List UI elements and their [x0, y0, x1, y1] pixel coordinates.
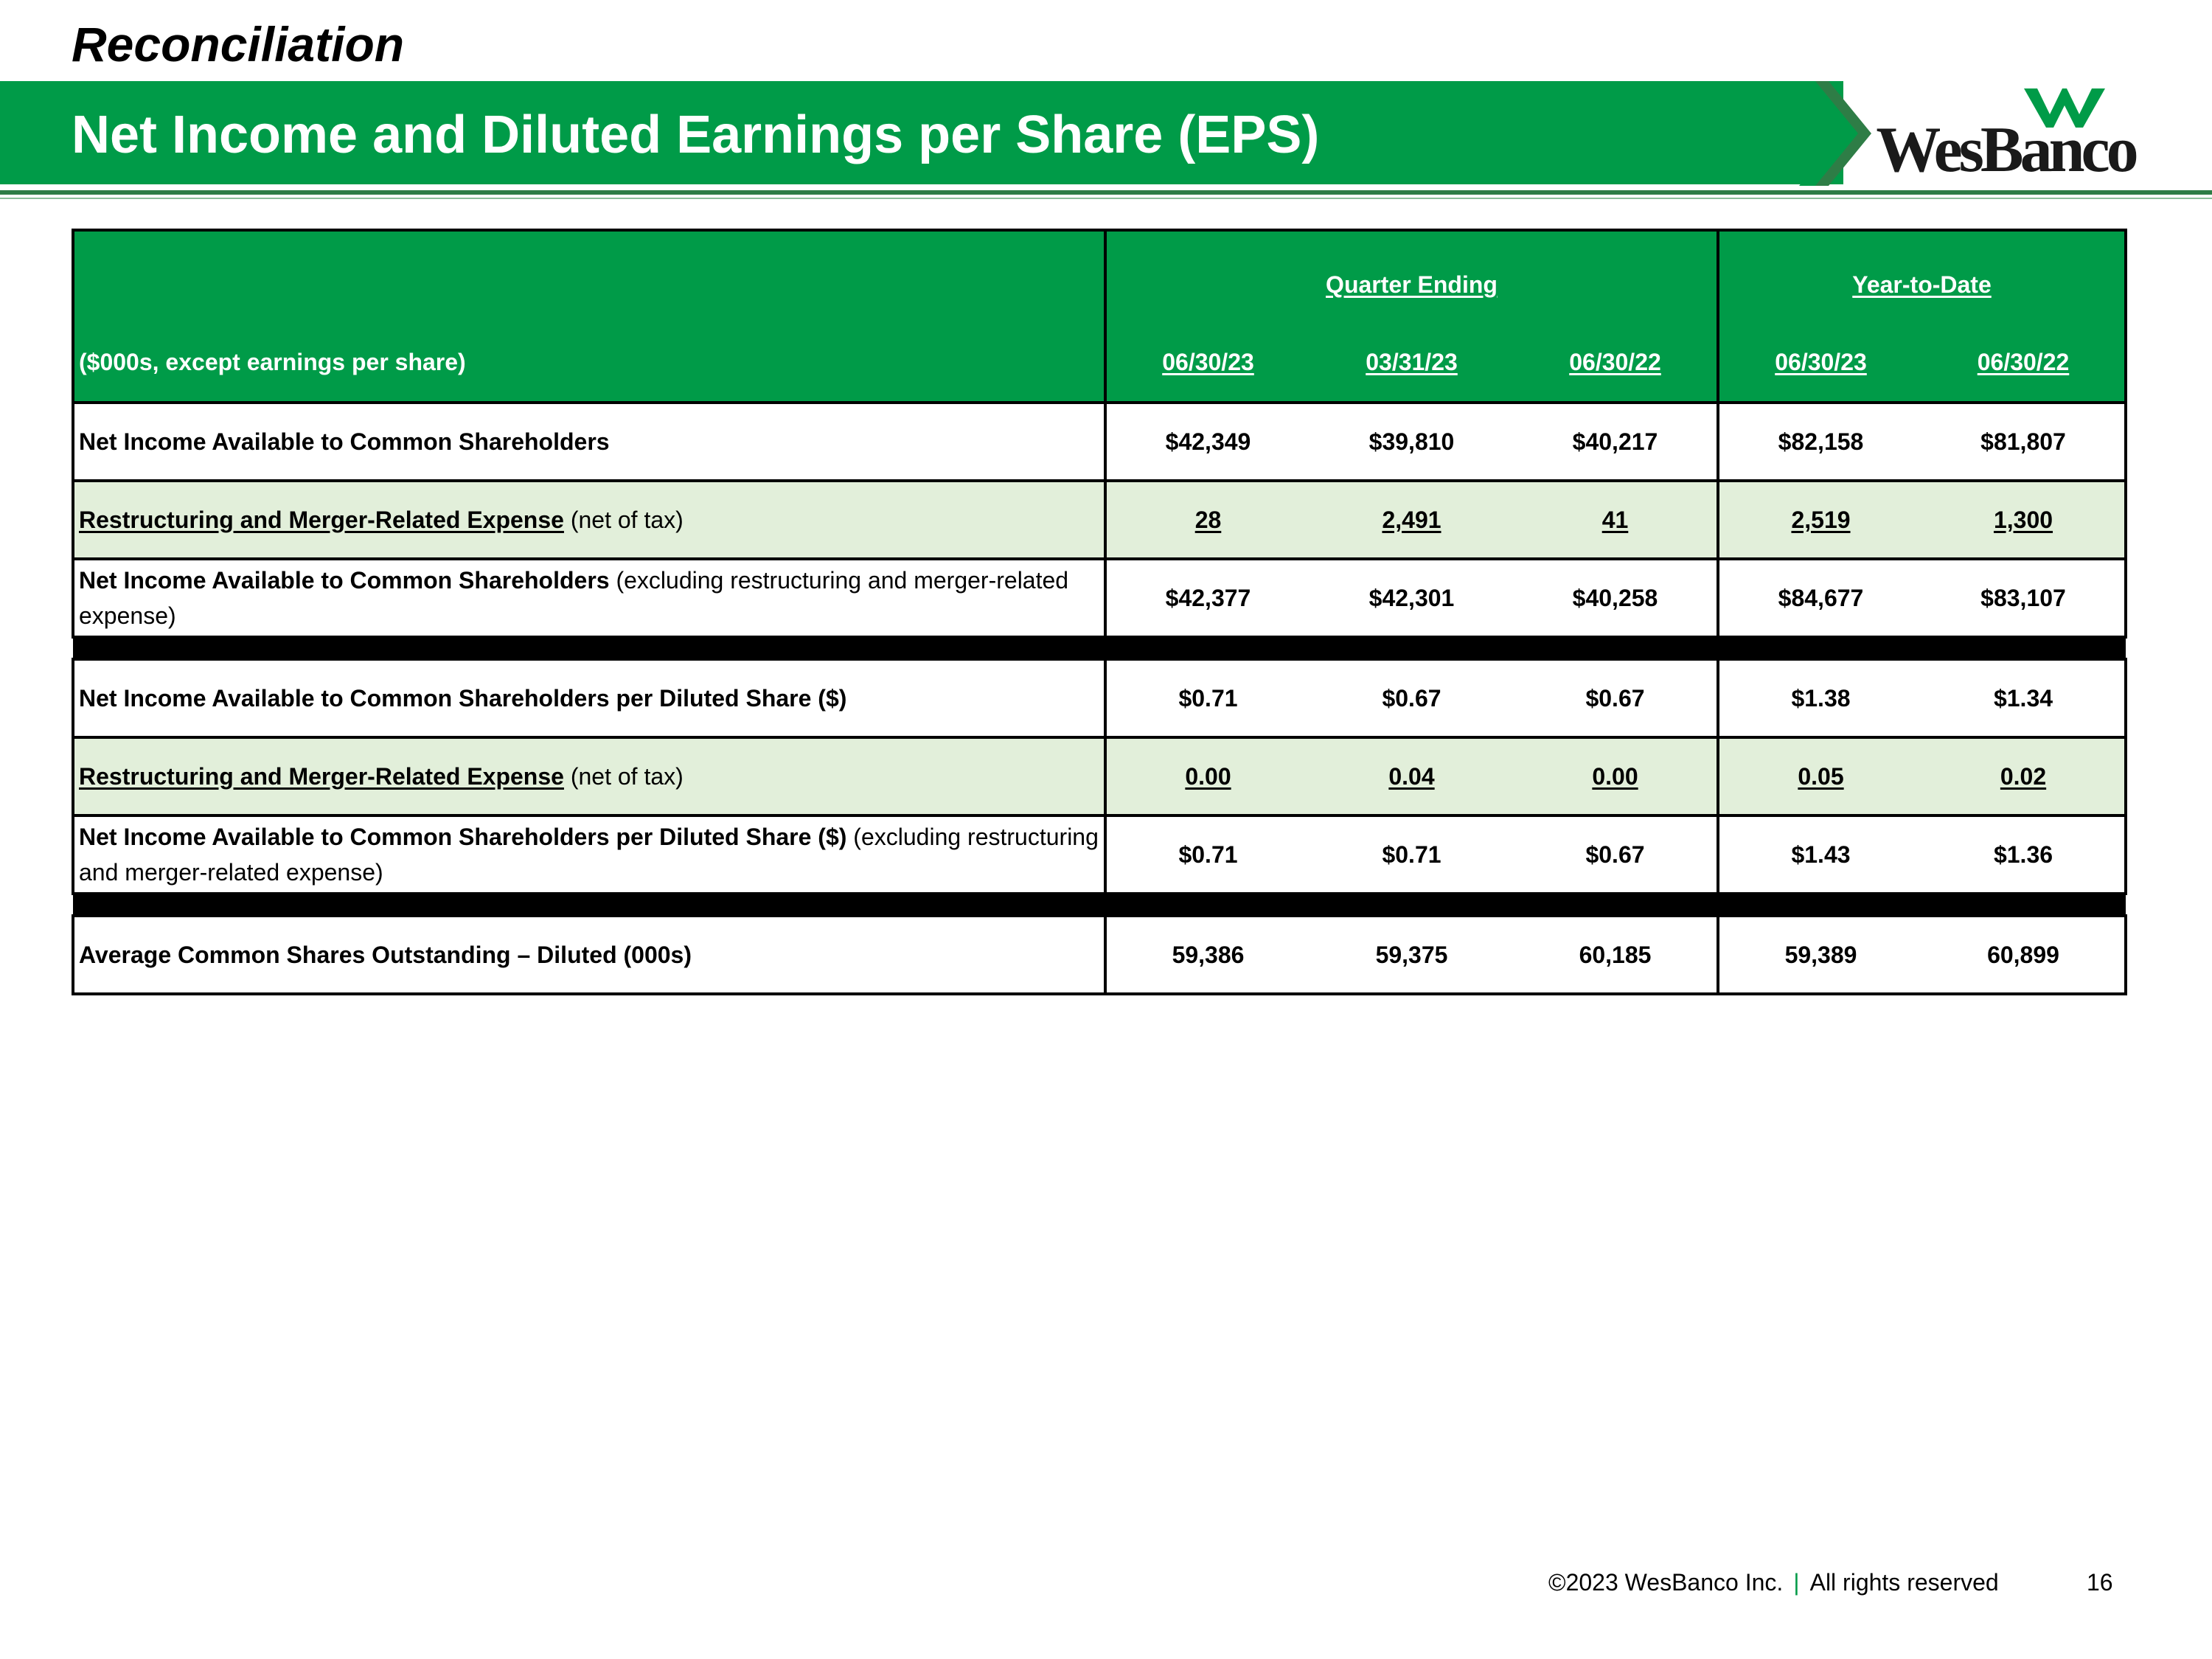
footer-separator: | — [1793, 1569, 1800, 1596]
table-cell: $0.67 — [1514, 658, 1718, 739]
table-cell: $81,807 — [1922, 401, 2127, 482]
banner-chevron-icon — [1799, 81, 1871, 186]
table-cell: $1.38 — [1717, 658, 1922, 739]
section-label: Reconciliation — [72, 17, 405, 72]
section-separator — [73, 894, 2126, 916]
table-cell: $0.67 — [1514, 814, 1718, 895]
table-cell: $0.71 — [1310, 814, 1514, 895]
table-cell: $0.67 — [1310, 658, 1514, 739]
section-separator — [73, 637, 2126, 659]
table-cell: $1.43 — [1717, 814, 1922, 895]
table-header-date-row: ($000s, except earnings per share) 06/30… — [72, 324, 2127, 403]
table-cell: $1.34 — [1922, 658, 2127, 739]
table-cell: 60,899 — [1922, 914, 2127, 995]
footer-rights: All rights reserved — [1809, 1569, 1999, 1596]
table-cell: $84,677 — [1717, 557, 1922, 639]
row-label: Restructuring and Merger-Related Expense… — [72, 479, 1105, 560]
title-banner: Net Income and Diluted Earnings per Shar… — [0, 81, 1843, 184]
table-cell: $40,258 — [1514, 557, 1718, 639]
divider-rule — [0, 190, 2212, 195]
table-cell: 0.00 — [1104, 736, 1310, 817]
table-row: Net Income Available to Common Sharehold… — [72, 401, 2127, 482]
column-header: 06/30/22 — [1922, 324, 2127, 403]
table-row: Net Income Available to Common Sharehold… — [72, 557, 2127, 639]
table-cell: $39,810 — [1310, 401, 1514, 482]
row-label: Average Common Shares Outstanding – Dilu… — [72, 914, 1105, 995]
column-header: 06/30/23 — [1104, 324, 1310, 403]
footer: ©2023 WesBanco Inc. | All rights reserved — [1548, 1569, 1999, 1596]
units-label: ($000s, except earnings per share) — [72, 324, 1105, 403]
table-row: Average Common Shares Outstanding – Dilu… — [72, 914, 2127, 995]
logo-wordmark: WesBanco — [1876, 114, 2138, 186]
table-cell: 0.05 — [1717, 736, 1922, 817]
row-label: Net Income Available to Common Sharehold… — [72, 557, 1105, 639]
table-row: Restructuring and Merger-Related Expense… — [72, 736, 2127, 817]
wesbanco-logo: WesBanco — [1873, 85, 2139, 186]
table-cell: $82,158 — [1717, 401, 1922, 482]
column-header: 06/30/22 — [1514, 324, 1718, 403]
row-label: Net Income Available to Common Sharehold… — [72, 658, 1105, 739]
table-cell: 1,300 — [1922, 479, 2127, 560]
row-label: Net Income Available to Common Sharehold… — [72, 401, 1105, 482]
slide-title: Net Income and Diluted Earnings per Shar… — [72, 105, 1320, 164]
divider-rule-thin — [0, 198, 2212, 199]
table-row: Net Income Available to Common Sharehold… — [72, 814, 2127, 895]
logo-mark-icon — [2024, 88, 2105, 128]
table-cell: $0.71 — [1104, 658, 1310, 739]
reconciliation-table: Quarter Ending Year-to-Date ($000s, exce… — [72, 229, 2127, 995]
table-cell: 59,386 — [1104, 914, 1310, 995]
page-number: 16 — [2087, 1569, 2113, 1596]
column-header: 06/30/23 — [1717, 324, 1922, 403]
table-cell: 2,491 — [1310, 479, 1514, 560]
table-cell: 60,185 — [1514, 914, 1718, 995]
table-cell: 59,389 — [1717, 914, 1922, 995]
table-header-group-row: Quarter Ending Year-to-Date — [72, 229, 2127, 324]
table-cell: 0.04 — [1310, 736, 1514, 817]
row-label: Net Income Available to Common Sharehold… — [72, 814, 1105, 895]
table-cell: 0.00 — [1514, 736, 1718, 817]
table-cell: 2,519 — [1717, 479, 1922, 560]
table-cell: $0.71 — [1104, 814, 1310, 895]
table-cell: 28 — [1104, 479, 1310, 560]
header-group-quarter: Quarter Ending — [1104, 229, 1718, 324]
header-group-ytd: Year-to-Date — [1717, 229, 2127, 324]
table-cell: 59,375 — [1310, 914, 1514, 995]
table-cell: 0.02 — [1922, 736, 2127, 817]
footer-copyright: ©2023 WesBanco Inc. — [1548, 1569, 1784, 1596]
column-header: 03/31/23 — [1310, 324, 1514, 403]
table-cell: $42,301 — [1310, 557, 1514, 639]
table-row: Net Income Available to Common Sharehold… — [72, 658, 2127, 739]
row-label: Restructuring and Merger-Related Expense… — [72, 736, 1105, 817]
table-cell: $42,349 — [1104, 401, 1310, 482]
table-cell: $83,107 — [1922, 557, 2127, 639]
table-cell: $1.36 — [1922, 814, 2127, 895]
table-cell: 41 — [1514, 479, 1718, 560]
table-row: Restructuring and Merger-Related Expense… — [72, 479, 2127, 560]
table-cell: $40,217 — [1514, 401, 1718, 482]
table-cell: $42,377 — [1104, 557, 1310, 639]
